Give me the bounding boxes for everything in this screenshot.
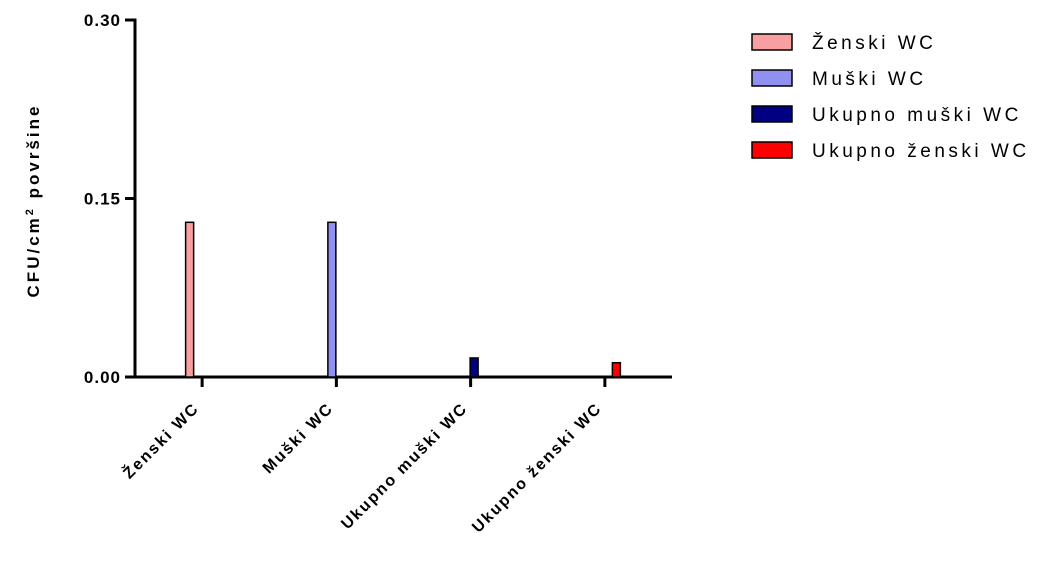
legend-swatch <box>751 105 793 123</box>
legend-swatch <box>751 141 793 159</box>
y-ticks: 0.00 0.15 0.30 <box>84 11 135 387</box>
x-category-label: Ženski WC <box>119 398 203 482</box>
y-tick-label: 0.30 <box>84 11 121 30</box>
legend-label: Ukupno muški WC <box>812 105 1022 126</box>
legend-label: Ženski WC <box>812 32 936 54</box>
legend-swatch <box>751 33 793 51</box>
y-axis-label-main: CFU/cm <box>24 215 43 297</box>
bars <box>184 221 622 378</box>
x-category-label: Ukupno muški WC <box>338 400 471 533</box>
y-tick-label: 0.00 <box>84 368 121 387</box>
y-axis-label-rest: površine <box>24 104 43 207</box>
y-tick-label: 0.15 <box>84 190 121 209</box>
bar <box>469 357 479 378</box>
bar <box>327 221 337 378</box>
bar <box>611 361 622 378</box>
legend: Ženski WC Muški WC Ukupno muški WC Ukupno ž… <box>751 32 1030 162</box>
legend-swatch <box>751 69 793 87</box>
x-category-label: Ukupno ženski WC <box>469 400 605 536</box>
y-axis-label-superscript: 2 <box>24 206 36 215</box>
legend-label: Ukupno ženski WC <box>812 141 1030 162</box>
x-category-label: Muški WC <box>260 400 337 477</box>
legend-label: Muški WC <box>812 69 927 90</box>
y-axis-label: CFU/cm2 površine <box>24 104 43 298</box>
bar <box>184 221 195 378</box>
